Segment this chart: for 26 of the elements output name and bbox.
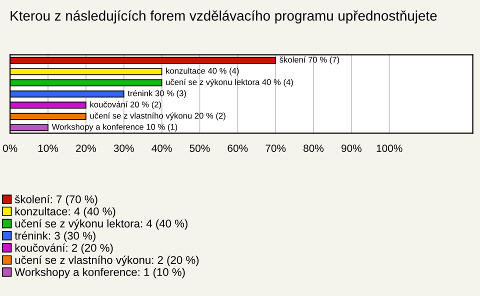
x-tick-label: 30% [114, 144, 134, 152]
data-label: konzultace 40 % (4) [166, 68, 239, 76]
x-tick-label: 60% [228, 144, 248, 152]
legend-label: trénink: 3 (30 %) [14, 231, 96, 242]
chart-title: Kterou z následujících forem vzdělávacího programu upřednostňujete [10, 10, 437, 24]
x-tick-label: 90% [341, 144, 362, 152]
legend-label: Workshopy a konference: 1 (10 %) [14, 268, 185, 278]
data-label: školení 70 % (7) [280, 56, 340, 64]
legend-label: učení se z výkonu lektora: 4 (40 %) [15, 219, 188, 230]
legend-label: učení se z vlastního výkonu: 2 (20 %) [15, 256, 199, 266]
data-label: učení se z výkonu lektora 40 % (4) [166, 78, 293, 87]
x-tick-label: 40% [152, 144, 172, 152]
data-label: Workshopy a konference 10 % (1) [52, 124, 178, 132]
x-tick-label: 100% [376, 144, 402, 152]
x-tick-label: 0% [2, 144, 18, 152]
legend-label: školení: 7 (70 %) [14, 194, 98, 206]
x-tick-label: 70% [266, 144, 286, 152]
data-label: trénink 30 % (3) [128, 90, 186, 98]
legend-label: koučování: 2 (20 %) [15, 244, 113, 254]
x-tick-label: 10% [38, 144, 58, 152]
legend-label: konzultace: 4 (40 %) [15, 207, 116, 218]
x-tick-label: 50% [190, 144, 210, 152]
data-label: učení se z vlastního výkonu 20 % (2) [90, 112, 226, 120]
x-tick-label: 20% [76, 144, 96, 152]
x-tick-label: 80% [304, 144, 324, 152]
data-label: koučování 20 % (2) [90, 101, 162, 110]
